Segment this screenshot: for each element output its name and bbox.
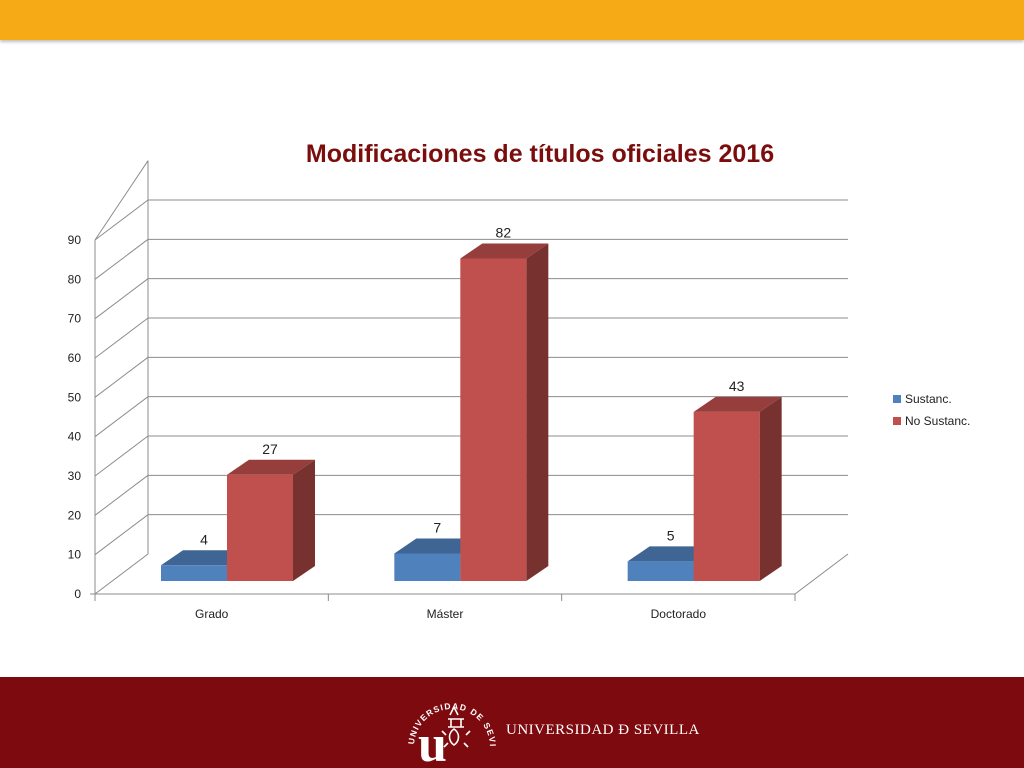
data-label: 4 — [200, 531, 208, 547]
legend-swatch-no-sustanc — [893, 417, 901, 425]
bar-top-no-sustanc--2 — [693, 396, 782, 412]
bar-side-no-sustanc--2 — [759, 396, 782, 581]
university-seal-logo: UNIVERSIDAD DE SEVILLA u — [404, 685, 497, 765]
side-wall-gridline — [94, 435, 149, 477]
y-tick-label: 30 — [68, 469, 82, 483]
bar-sustanc--grado — [161, 565, 227, 581]
chart-legend: Sustanc. No Sustanc. — [893, 388, 970, 432]
data-label: 5 — [667, 527, 675, 543]
bar-sustanc--máster — [394, 553, 461, 581]
data-label: 43 — [729, 378, 745, 394]
giralda-emblem-icon — [441, 705, 471, 748]
bar-side-no-sustanc--1 — [526, 243, 549, 581]
y-tick-label: 60 — [68, 351, 82, 365]
legend-label-sustanc: Sustanc. — [905, 392, 952, 406]
legend-label-no-sustanc: No Sustanc. — [905, 414, 971, 428]
legend-swatch-sustanc — [893, 395, 901, 403]
y-tick-label: 50 — [68, 390, 82, 404]
bar-no-sustanc--grado — [227, 474, 293, 581]
university-name: UNIVERSIDAD Ð SEVILLA — [506, 722, 700, 738]
x-tick-label: Máster — [427, 607, 464, 621]
bar-sustanc--doctorado — [627, 561, 694, 581]
y-tick-label: 70 — [68, 312, 82, 326]
data-label: 27 — [262, 441, 278, 457]
y-tick-label: 20 — [68, 508, 82, 522]
side-wall-gridline — [94, 317, 149, 359]
side-wall-gridline — [94, 199, 149, 241]
x-tick-label: Doctorado — [651, 607, 707, 621]
side-wall-gridline — [94, 474, 149, 516]
bar-no-sustanc--máster — [460, 258, 527, 581]
bar-top-no-sustanc--1 — [460, 243, 549, 259]
footer-band: UNIVERSIDAD DE SEVILLA u UNIVERSIDAD Ð S… — [0, 677, 1024, 768]
side-wall-gridline — [94, 278, 149, 320]
y-tick-label: 0 — [74, 587, 81, 601]
bar-side-no-sustanc--0 — [293, 459, 315, 581]
y-tick-label: 10 — [68, 548, 82, 562]
x-tick-label: Grado — [195, 607, 229, 621]
side-wall-gridline — [94, 356, 149, 398]
y-tick-label: 40 — [68, 430, 82, 444]
bar-no-sustanc--doctorado — [693, 411, 760, 581]
side-wall-top-edge — [94, 160, 149, 241]
legend-item-no-sustanc: No Sustanc. — [893, 410, 970, 432]
y-tick-label: 80 — [68, 272, 82, 286]
bar-top-no-sustanc--0 — [227, 459, 315, 475]
side-wall-gridline — [94, 238, 149, 280]
data-label: 7 — [433, 519, 441, 535]
y-tick-label: 90 — [68, 233, 82, 247]
data-label: 82 — [496, 224, 512, 240]
legend-item-sustanc: Sustanc. — [893, 388, 970, 410]
bar-chart: 0 10 20 30 40 50 60 70 80 90 4 27 Grado 7 82 Máster 5 43 D… — [68, 160, 849, 621]
side-wall-gridline — [94, 553, 149, 595]
side-wall-gridline — [94, 514, 149, 556]
side-wall-gridline — [94, 396, 149, 438]
chart-title: Modificaciones de títulos oficiales 2016 — [305, 140, 775, 168]
top-band — [0, 0, 1024, 40]
logo-letter: u — [418, 716, 447, 765]
